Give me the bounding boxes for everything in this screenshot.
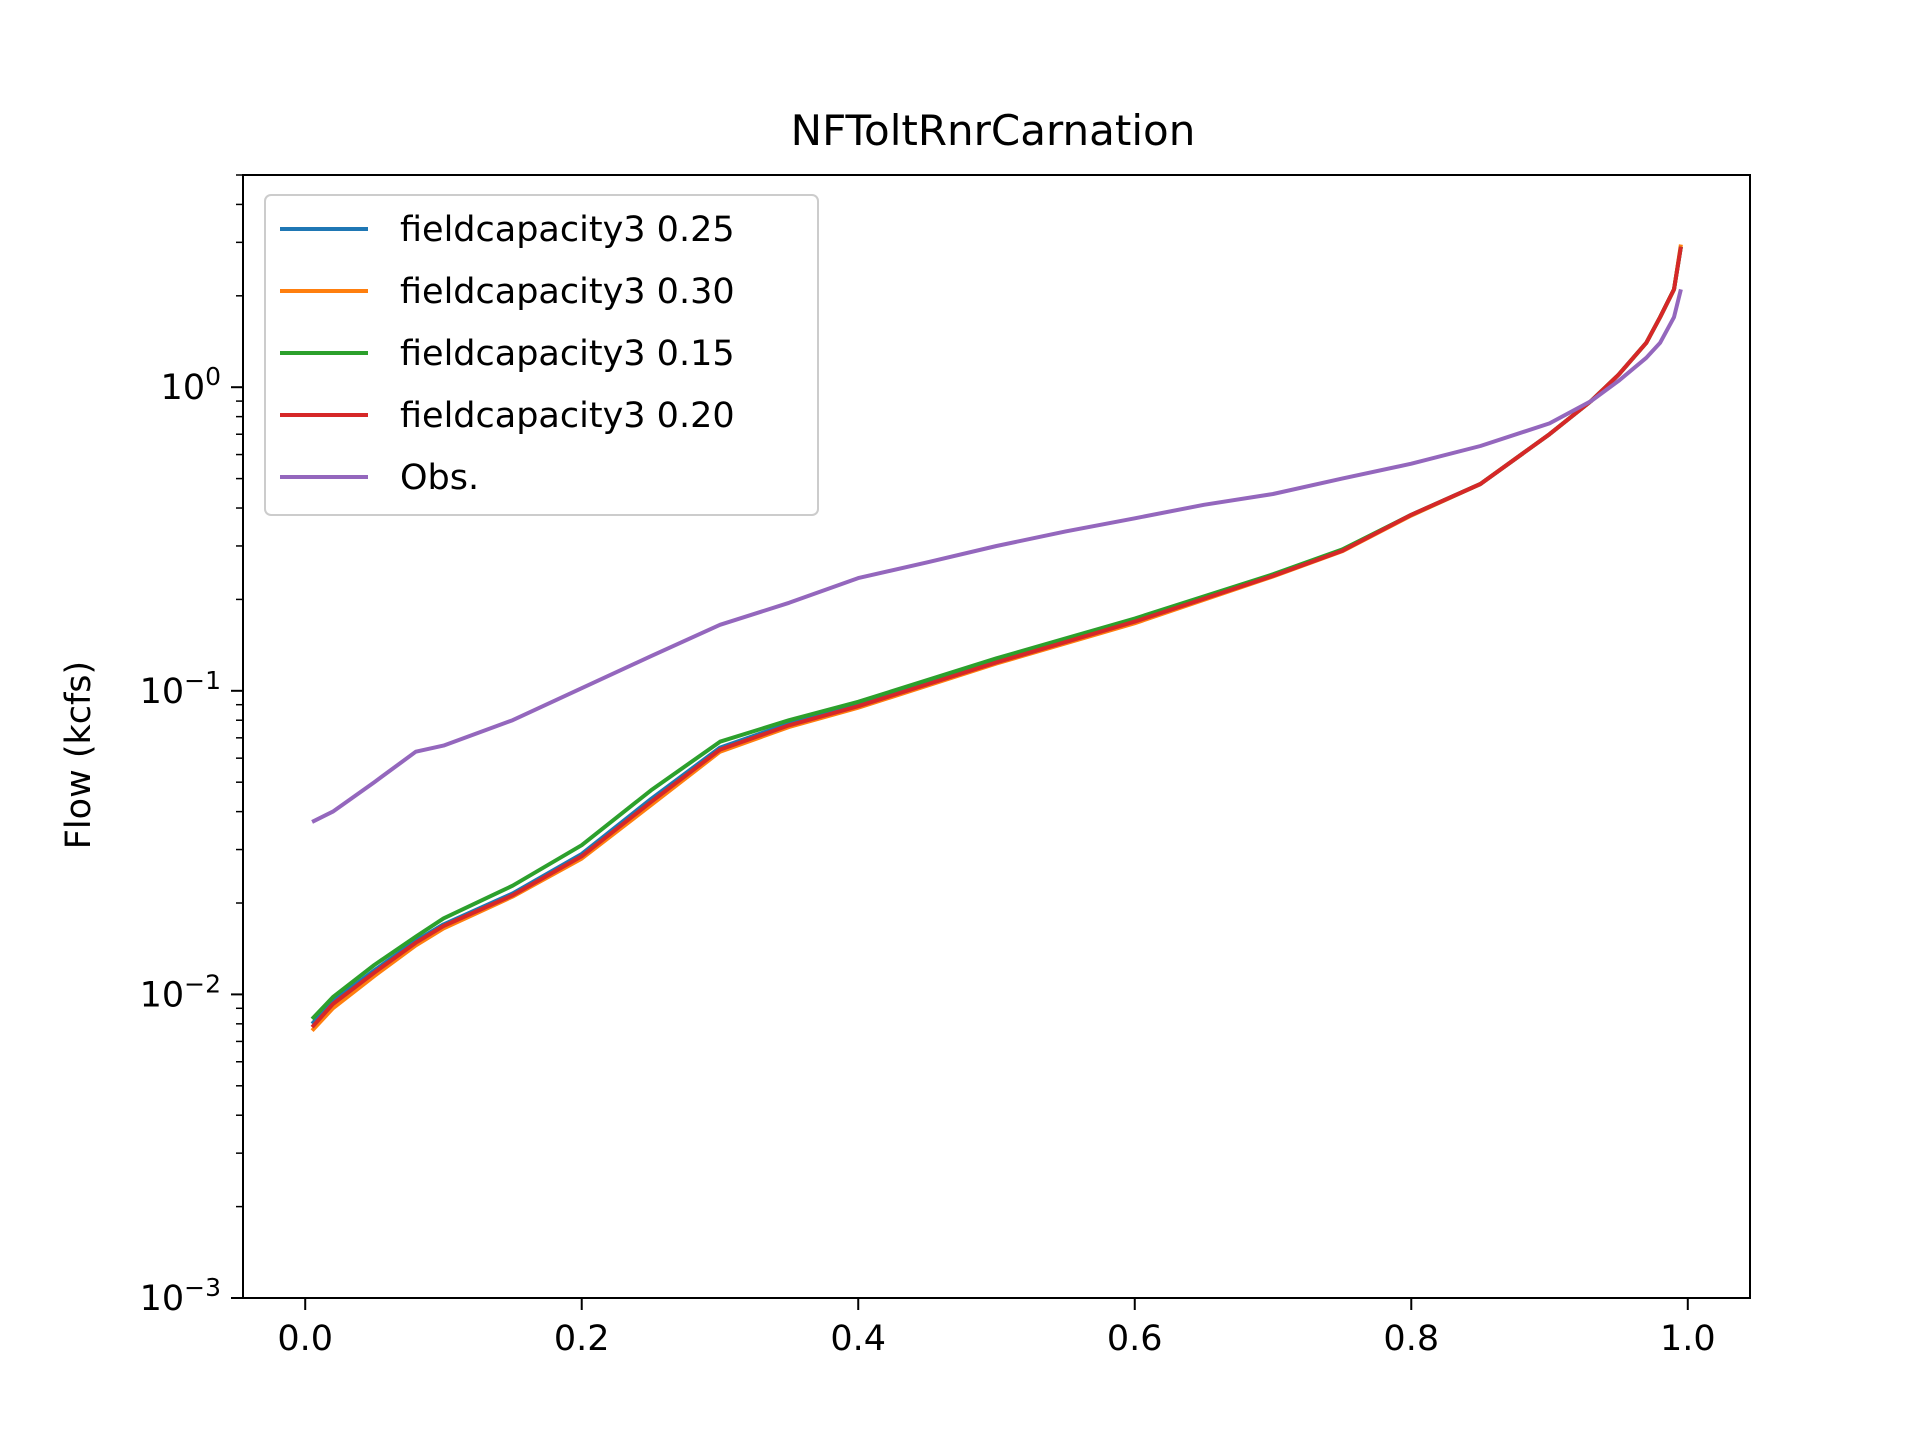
x-tick-label-4: 0.8 (1383, 1319, 1439, 1359)
legend-label-3: fieldcapacity3 0.20 (400, 396, 735, 436)
legend-box (264, 194, 819, 516)
y-axis-label: Flow (kcfs) (59, 661, 99, 849)
legend-label-0: fieldcapacity3 0.25 (400, 210, 735, 250)
y-tick-label-0: 10−3 (140, 1273, 221, 1319)
y-axis: 10−3 10−2 10−1 100 (140, 174, 243, 1319)
legend-label-1: fieldcapacity3 0.30 (400, 272, 735, 312)
plot-frame (242, 174, 1751, 1299)
y-tick-label-2: 10−1 (140, 666, 221, 712)
x-tick-label-2: 0.4 (830, 1319, 886, 1359)
y-tick-label-3: 100 (161, 362, 221, 408)
x-tick-label-0: 0.0 (277, 1319, 333, 1359)
plot-area (310, 244, 1683, 1032)
x-axis: 0.0 0.2 0.4 0.6 0.8 1.0 (277, 1298, 1716, 1359)
y-tick-label-1: 10−2 (140, 969, 221, 1015)
x-tick-label-5: 1.0 (1660, 1319, 1716, 1359)
x-tick-label-3: 0.6 (1107, 1319, 1163, 1359)
legend-label-2: fieldcapacity3 0.15 (400, 334, 735, 374)
x-tick-label-1: 0.2 (554, 1319, 610, 1359)
legend-label-4: Obs. (400, 458, 479, 498)
legend: fieldcapacity3 0.25 fieldcapacity3 0.30 fi… (264, 194, 819, 516)
series-line-4 (311, 288, 1683, 824)
chart-title: NFToltRnrCarnation (791, 106, 1196, 155)
series-line-3 (310, 246, 1683, 1029)
